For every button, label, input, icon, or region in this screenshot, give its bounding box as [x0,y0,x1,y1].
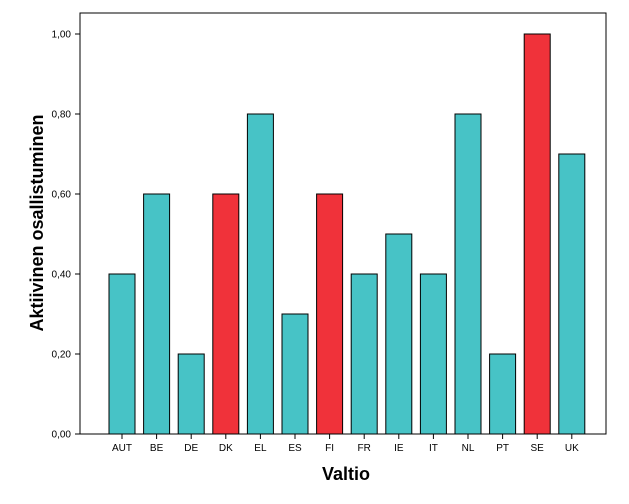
x-tick-label: ES [288,443,302,454]
x-tick-label: BE [150,443,164,454]
bar-be [143,193,171,435]
bar-de [177,353,205,435]
bar-es [281,313,309,435]
bar-se [523,33,551,435]
x-tick-label: FR [358,443,371,454]
x-tick-label: SE [531,443,545,454]
bar-nl [454,113,482,435]
bar-fi [316,193,344,435]
bar-pt [489,353,517,435]
bar-fr [350,273,378,435]
bar-it [419,273,447,435]
x-tick-label: EL [254,443,267,454]
y-tick-label: 0,00 [52,430,72,441]
x-tick-label: AUT [112,443,132,454]
bars [108,33,586,435]
y-axis: 0,00 0,20 0,40 0,60 0,80 1,00 [52,30,80,441]
y-tick-label: 1,00 [52,30,72,41]
bar-uk [558,153,586,435]
x-tick-label: IT [429,443,438,454]
x-tick-label: FI [325,443,334,454]
bar-ie [385,233,413,435]
x-axis-title: Valtio [322,464,370,484]
bar-el [246,113,274,435]
x-axis: AUT BE DE DK EL ES FI FR IE IT NL PT SE UK [112,434,579,454]
x-tick-label: IE [394,443,404,454]
x-tick-label: DK [219,443,233,454]
y-tick-label: 0,40 [52,270,72,281]
bar-aut [108,273,136,435]
y-tick-label: 0,20 [52,350,72,361]
x-tick-label: PT [496,443,509,454]
y-tick-label: 0,60 [52,190,72,201]
y-axis-title: Aktiivinen osallistuminen [27,114,47,331]
x-tick-label: UK [565,443,579,454]
y-tick-label: 0,80 [52,110,72,121]
x-tick-label: DE [184,443,198,454]
bar-dk [212,193,240,435]
x-tick-label: NL [462,443,475,454]
